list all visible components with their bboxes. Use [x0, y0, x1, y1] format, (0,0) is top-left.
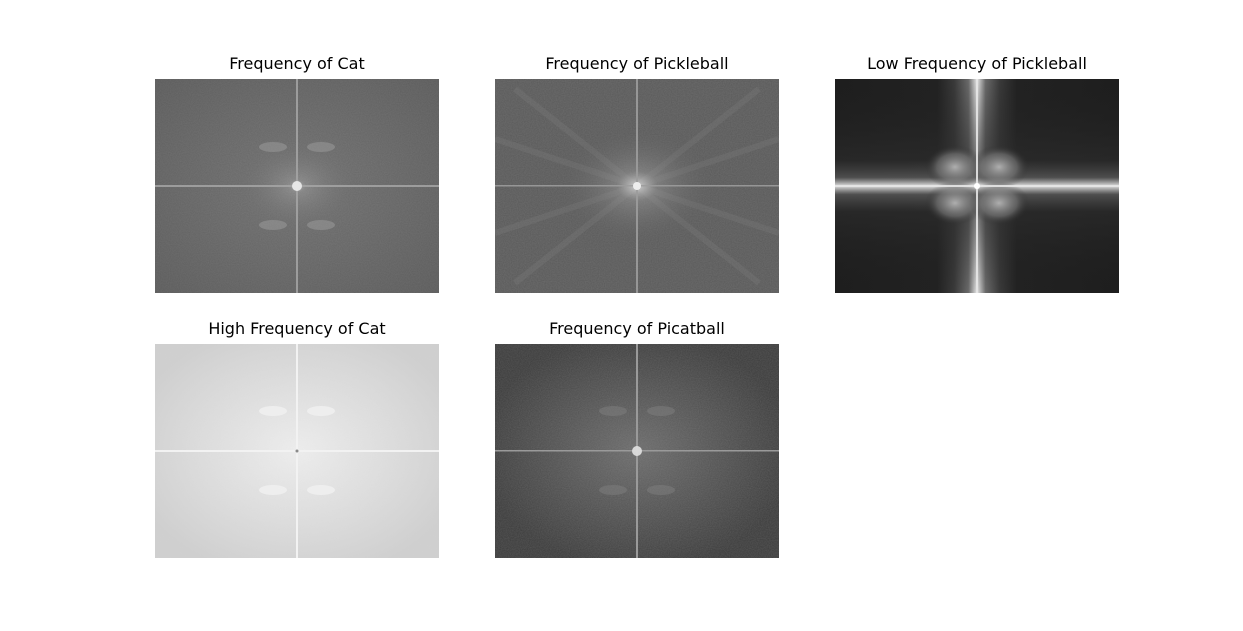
panel-title: Low Frequency of Pickleball [867, 54, 1087, 73]
spectrum-image [155, 344, 439, 558]
spectrum-image [495, 79, 779, 293]
panel-title: Frequency of Pickleball [545, 54, 729, 73]
spectrum-image [835, 79, 1119, 293]
panel-title: Frequency of Picatball [549, 319, 725, 338]
spectrum-hybrid-svg [495, 344, 779, 558]
spectrum-highpass-svg [155, 344, 439, 558]
spectrum-image [155, 79, 439, 293]
spectrum-pickleball-svg [495, 79, 779, 293]
spectrum-lowpass-svg [835, 79, 1119, 293]
panel-title: Frequency of Cat [229, 54, 365, 73]
panel-title: High Frequency of Cat [208, 319, 386, 338]
spectrum-cat-svg [155, 79, 439, 293]
spectrum-image [495, 344, 779, 558]
